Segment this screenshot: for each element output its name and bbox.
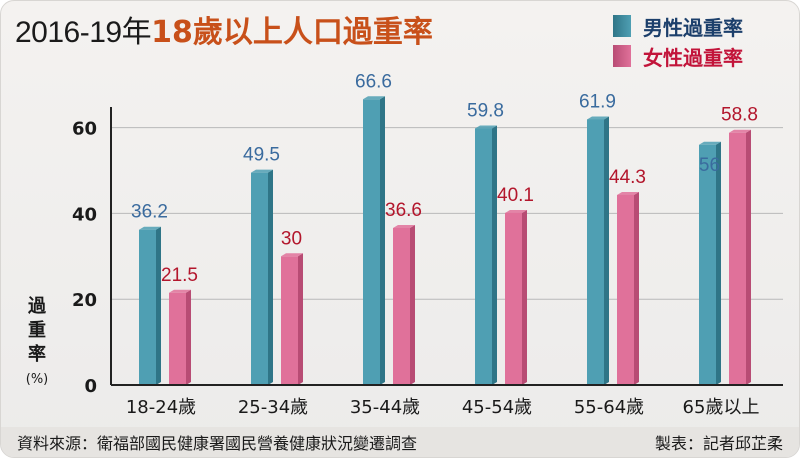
bar-side-male-5: [604, 116, 609, 385]
y-tick-label-60: 60: [72, 119, 97, 140]
bar-top-male-3: [363, 96, 385, 100]
bar-side-male-3: [380, 96, 385, 385]
y-axis-title: 過重率: [28, 296, 46, 365]
credit-note: 製表：記者邱芷柔: [654, 434, 783, 453]
bar-female-5: [617, 194, 634, 385]
bar-side-female-6: [746, 129, 751, 385]
footer: 資料來源：衛福部國民健康署國民營養健康狀況變遷調查 製表：記者邱芷柔: [1, 427, 799, 457]
bar-female-6: [729, 132, 746, 385]
bar-side-male-4: [492, 125, 497, 385]
y-axis-label: 過重率 (%): [19, 295, 55, 389]
x-tick-label-6: 65歲以上: [683, 397, 760, 418]
title-main: 18歲以上人口過重率: [151, 15, 433, 50]
bar-female-3: [393, 227, 410, 385]
x-tick-label-5: 55-64歲: [574, 397, 644, 418]
bar-side-male-1: [156, 226, 161, 385]
x-tick-label-1: 18-24歲: [126, 397, 196, 418]
bar-male-6: [699, 144, 716, 385]
data-label-male-5: 61.9: [579, 91, 616, 112]
bar-female-2: [281, 256, 298, 385]
chart-title: 2016-19年18歲以上人口過重率: [15, 13, 433, 53]
x-tick-label-2: 25-34歲: [238, 397, 308, 418]
data-label-male-4: 59.8: [467, 100, 504, 121]
bar-top-female-5: [617, 191, 639, 195]
data-label-female-4: 40.1: [497, 185, 534, 206]
legend-item-male: 男性過重率: [613, 11, 743, 41]
bar-top-male-1: [139, 226, 161, 230]
bar-female-4: [505, 212, 522, 385]
bar-male-4: [475, 128, 492, 385]
bar-top-female-3: [393, 224, 415, 228]
x-tick-label-3: 35-44歲: [350, 397, 420, 418]
legend-swatch-male: [613, 15, 631, 37]
bar-side-female-5: [634, 191, 639, 385]
data-label-male-6: 56: [699, 155, 720, 176]
bar-top-female-6: [729, 129, 751, 133]
bar-top-male-2: [251, 169, 273, 173]
bar-side-female-4: [522, 209, 527, 385]
bar-male-2: [251, 172, 268, 385]
legend-swatch-female: [613, 45, 631, 67]
bar-female-1: [169, 292, 186, 385]
y-tick-label-20: 20: [72, 290, 97, 311]
data-label-female-3: 36.6: [385, 200, 422, 221]
legend-item-female: 女性過重率: [613, 41, 743, 71]
bar-side-male-6: [716, 141, 721, 385]
bar-top-male-5: [587, 116, 609, 120]
bar-male-1: [139, 229, 156, 385]
bar-side-male-2: [268, 169, 273, 385]
data-label-male-3: 66.6: [355, 71, 392, 92]
data-label-female-1: 21.5: [161, 265, 198, 286]
bar-top-male-6: [699, 141, 721, 145]
bar-side-female-2: [298, 253, 303, 385]
legend: 男性過重率 女性過重率: [613, 11, 743, 71]
bar-top-female-1: [169, 289, 191, 293]
bar-top-female-4: [505, 209, 527, 213]
bar-top-male-4: [475, 125, 497, 129]
data-label-female-2: 30: [281, 228, 302, 249]
data-label-male-2: 49.5: [243, 145, 280, 166]
data-label-female-5: 44.3: [609, 167, 646, 188]
bar-side-female-3: [410, 224, 415, 385]
data-label-female-6: 58.8: [721, 105, 758, 126]
bar-side-female-1: [186, 289, 191, 385]
source-note: 資料來源：衛福部國民健康署國民營養健康狀況變遷調查: [17, 434, 418, 453]
y-tick-label-40: 40: [72, 204, 97, 225]
legend-label-female: 女性過重率: [643, 45, 743, 70]
title-prefix: 2016-19年: [15, 16, 152, 49]
x-tick-label-4: 45-54歲: [462, 397, 532, 418]
y-axis-unit: (%): [25, 372, 49, 387]
legend-label-male: 男性過重率: [643, 15, 743, 40]
bar-top-female-2: [281, 253, 303, 257]
data-label-male-1: 36.2: [131, 202, 168, 223]
bar-male-5: [587, 119, 604, 385]
y-tick-label-0: 0: [84, 376, 97, 397]
bar-male-3: [363, 99, 380, 385]
